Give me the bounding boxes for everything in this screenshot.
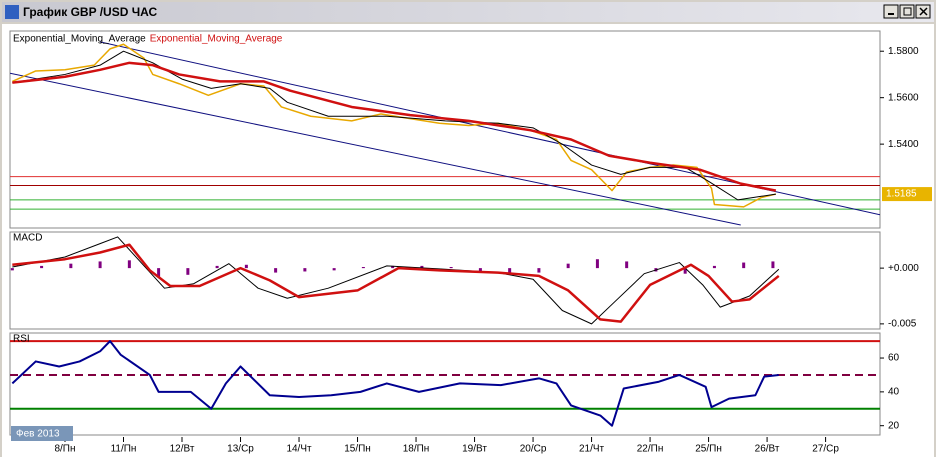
line bbox=[11, 340, 779, 427]
x-tick-label: 22/Пн bbox=[637, 444, 664, 455]
x-tick-label: 12/Вт bbox=[170, 444, 195, 455]
histogram-bar bbox=[361, 267, 365, 269]
panel-title: MACD bbox=[13, 233, 42, 244]
price-label: 1.5185 bbox=[886, 189, 917, 200]
minimize-button[interactable] bbox=[883, 4, 899, 19]
y-tick-label: 40 bbox=[888, 387, 900, 398]
plot bbox=[10, 340, 880, 427]
x-tick-label: 27/Ср bbox=[812, 444, 839, 455]
histogram-bar bbox=[771, 261, 775, 269]
price-label-bg bbox=[882, 187, 932, 202]
window-buttons[interactable] bbox=[883, 4, 931, 19]
period-label: Фев 2013 bbox=[16, 429, 60, 440]
line bbox=[12, 50, 776, 201]
line bbox=[12, 236, 780, 325]
x-tick-label: 8/Пн bbox=[54, 444, 75, 455]
y-tick-label: 1.5600 bbox=[888, 92, 919, 103]
histogram-bar bbox=[449, 267, 453, 269]
histogram-bar bbox=[625, 261, 629, 269]
histogram-bar bbox=[98, 261, 102, 269]
histogram-bar bbox=[391, 265, 395, 269]
histogram-bar bbox=[712, 265, 716, 269]
window-icon bbox=[5, 5, 19, 19]
panel-title: RSI bbox=[13, 334, 30, 345]
plot bbox=[10, 236, 780, 325]
x-tick-label: 19/Вт bbox=[462, 444, 487, 455]
histogram-bar bbox=[566, 263, 570, 269]
histogram-bar bbox=[478, 268, 482, 272]
y-tick-label: 60 bbox=[888, 353, 900, 364]
trend-line bbox=[10, 72, 741, 226]
period-badge bbox=[11, 426, 73, 441]
histogram-bar bbox=[157, 268, 161, 278]
window-title: График GBP /USD ЧАС bbox=[23, 5, 157, 19]
maximize-button[interactable] bbox=[899, 4, 915, 19]
histogram-bar bbox=[244, 264, 248, 269]
y-tick-label: 1.5800 bbox=[888, 46, 919, 57]
histogram-bar bbox=[683, 268, 687, 274]
histogram-bar bbox=[186, 268, 190, 275]
x-tick-label: 13/Ср bbox=[227, 444, 254, 455]
x-tick-label: 25/Пн bbox=[695, 444, 722, 455]
legend-entry: Exponential_Moving_Average bbox=[13, 34, 146, 45]
histogram-bar bbox=[40, 265, 44, 269]
line bbox=[12, 61, 777, 192]
x-tick-label: 18/Пн bbox=[403, 444, 430, 455]
plot bbox=[10, 41, 880, 226]
histogram-bar bbox=[274, 268, 278, 273]
histogram-bar bbox=[215, 265, 219, 269]
y-tick-label: 20 bbox=[888, 420, 900, 431]
x-tick-label: 15/Пн bbox=[344, 444, 371, 455]
y-tick-label: -0.005 bbox=[888, 319, 917, 330]
x-tick-label: 21/Чт bbox=[579, 444, 605, 455]
y-tick-label: 1.5400 bbox=[888, 139, 919, 150]
histogram-bar bbox=[127, 260, 131, 269]
x-tick-label: 20/Ср bbox=[520, 444, 547, 455]
x-tick-label: 11/Пн bbox=[111, 444, 137, 455]
title-bar bbox=[2, 2, 934, 22]
histogram-bar bbox=[742, 262, 746, 269]
histogram-bar bbox=[303, 268, 307, 272]
panel bbox=[9, 231, 881, 330]
histogram-bar bbox=[537, 268, 541, 273]
histogram-bar bbox=[420, 265, 424, 269]
x-tick-label: 14/Чт bbox=[286, 444, 312, 455]
histogram-bar bbox=[69, 263, 73, 269]
histogram-bar bbox=[10, 268, 14, 271]
histogram-bar bbox=[332, 268, 336, 271]
panel bbox=[9, 332, 881, 436]
histogram-bar bbox=[595, 259, 599, 269]
x-tick-label: 26/Вт bbox=[755, 444, 780, 455]
y-tick-label: +0.000 bbox=[888, 263, 919, 274]
histogram-bar bbox=[508, 268, 512, 275]
legend-entry: Exponential_Moving_Average bbox=[150, 34, 283, 45]
line bbox=[12, 243, 780, 323]
line bbox=[12, 43, 777, 208]
